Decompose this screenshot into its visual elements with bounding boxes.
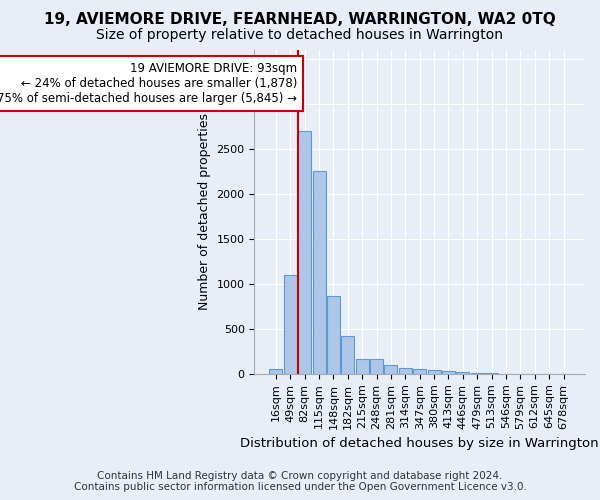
Bar [457, 372, 469, 374]
Bar [442, 371, 455, 374]
Y-axis label: Number of detached properties: Number of detached properties [198, 114, 211, 310]
Bar [370, 358, 383, 374]
Bar [327, 296, 340, 374]
Bar [428, 370, 440, 374]
X-axis label: Distribution of detached houses by size in Warrington: Distribution of detached houses by size … [241, 437, 599, 450]
Bar [385, 365, 397, 374]
Bar [471, 373, 484, 374]
Bar [284, 275, 297, 374]
Bar [356, 358, 368, 374]
Bar [413, 369, 426, 374]
Text: 19, AVIEMORE DRIVE, FEARNHEAD, WARRINGTON, WA2 0TQ: 19, AVIEMORE DRIVE, FEARNHEAD, WARRINGTO… [44, 12, 556, 28]
Bar [399, 368, 412, 374]
Bar [269, 370, 283, 374]
Text: Size of property relative to detached houses in Warrington: Size of property relative to detached ho… [97, 28, 503, 42]
Bar [298, 131, 311, 374]
Bar [341, 336, 354, 374]
Text: Contains HM Land Registry data © Crown copyright and database right 2024.
Contai: Contains HM Land Registry data © Crown c… [74, 471, 526, 492]
Bar [313, 172, 326, 374]
Text: 19 AVIEMORE DRIVE: 93sqm
← 24% of detached houses are smaller (1,878)
75% of sem: 19 AVIEMORE DRIVE: 93sqm ← 24% of detach… [0, 62, 298, 104]
